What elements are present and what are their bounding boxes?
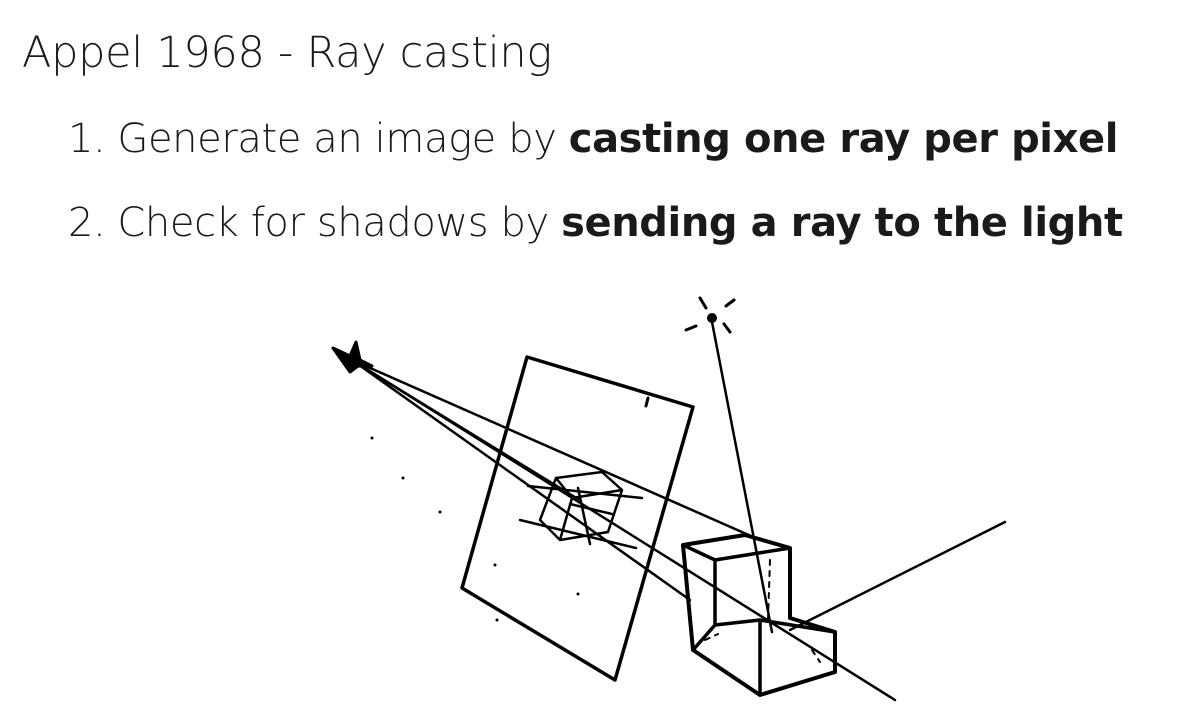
light-source [684, 296, 736, 334]
list-item: 2. Check for shadows by sending a ray to … [68, 196, 1123, 280]
image-plane [460, 355, 695, 682]
item-number: 1. [68, 116, 106, 162]
item-bold-text: casting one ray per pixel [568, 116, 1119, 162]
sketch-dot [370, 436, 374, 440]
sketch-dot [493, 563, 497, 567]
list-item: 1. Generate an image by casting one ray p… [68, 112, 1123, 196]
bullet-list: 1. Generate an image by casting one ray p… [68, 112, 1123, 280]
ground-line [788, 520, 1007, 632]
sketch-dot [495, 618, 499, 622]
ray-casting-sketch [331, 296, 1007, 702]
slide-title: Appel 1968 - Ray casting [22, 28, 552, 78]
ray-line [350, 358, 762, 542]
ray-line [350, 358, 692, 602]
projected-box [518, 470, 644, 550]
sketch-dot [576, 592, 580, 596]
box-object [681, 533, 837, 697]
sketch-dot [401, 476, 405, 480]
item-number: 2. [68, 200, 106, 246]
sketch-dot [438, 510, 442, 514]
ray-line [351, 359, 581, 501]
item-text: Generate an image by [117, 116, 569, 162]
plane-tick [644, 396, 650, 408]
item-bold-text: sending a ray to the light [561, 200, 1123, 246]
item-text: Check for shadows by [117, 200, 562, 246]
shadow-ray [710, 320, 774, 634]
